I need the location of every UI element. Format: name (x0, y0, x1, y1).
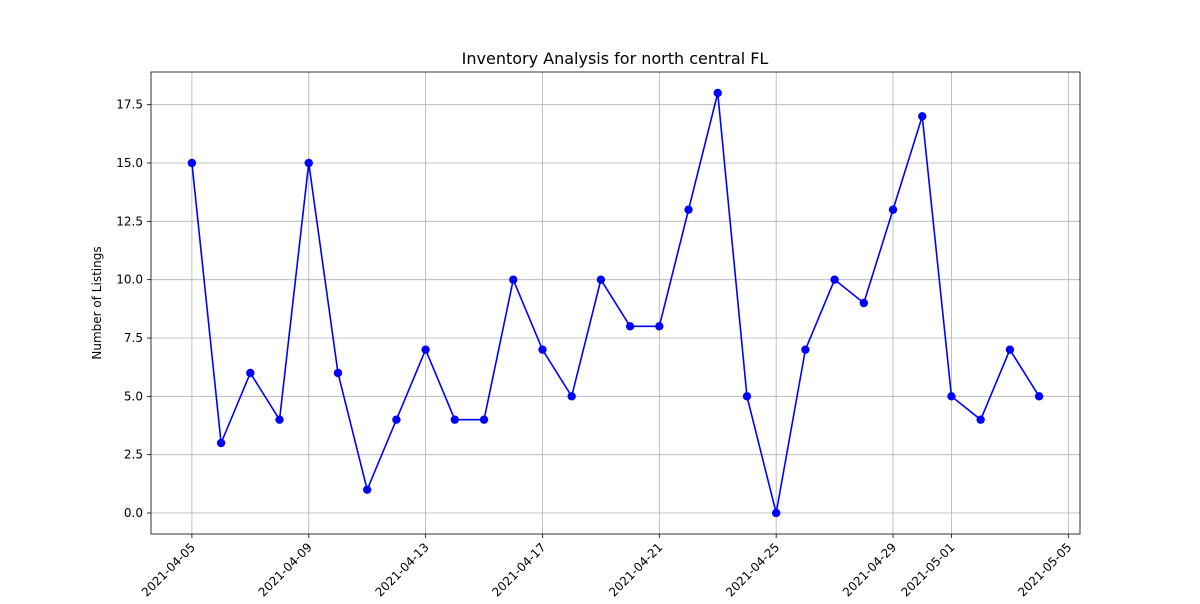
data-point (859, 298, 869, 308)
data-point (771, 508, 781, 518)
x-tick-label: 2021-04-29 (840, 540, 899, 599)
data-point (275, 415, 284, 424)
x-tick-label: 2021-05-05 (1015, 540, 1074, 599)
x-tick-label: 2021-04-13 (373, 540, 432, 599)
y-tick-label: 2.5 (124, 448, 143, 462)
data-point (333, 368, 343, 378)
x-tick-label: 2021-05-01 (898, 540, 957, 599)
y-axis-label: Number of Listings (90, 246, 104, 359)
grid (151, 72, 1080, 534)
data-point (655, 322, 664, 331)
series-line (191, 92, 1040, 514)
y-tick-label: 5.0 (124, 389, 143, 403)
chart-title: Inventory Analysis for north central FL (462, 49, 769, 68)
data-point (1034, 392, 1044, 401)
data-point (538, 345, 547, 354)
data-point (713, 88, 722, 98)
data-point (216, 438, 226, 448)
data-point (888, 205, 898, 214)
data-point (976, 415, 985, 424)
y-tick-label: 10.0 (116, 273, 143, 287)
x-tick-label: 2021-04-21 (606, 540, 665, 599)
axes: 0.0 2.5 5.0 7.5 10.0 12.5 15.0 17.5 2021-04-05 20… (116, 71, 1081, 599)
data-point (596, 275, 606, 284)
x-tick-label: 2021-04-25 (723, 540, 782, 599)
data-point (421, 345, 430, 354)
y-tick-label: 12.5 (116, 214, 143, 228)
y-tick-label: 17.5 (116, 98, 143, 112)
data-point (918, 112, 927, 121)
data-point (742, 392, 752, 401)
data-point (1005, 345, 1015, 354)
data-point (246, 368, 255, 378)
data-point (801, 345, 810, 354)
data-point (479, 415, 489, 424)
series (187, 88, 1044, 518)
data-point (830, 275, 839, 284)
data-point (684, 205, 693, 214)
data-point (625, 322, 635, 331)
data-point (947, 392, 956, 401)
x-tick-label: 2021-04-17 (489, 540, 548, 599)
y-tick-label: 7.5 (124, 331, 143, 345)
data-point (509, 275, 518, 284)
data-point (567, 392, 576, 401)
y-tick-label: 0.0 (124, 506, 143, 520)
x-tick-label: 2021-04-09 (256, 540, 315, 599)
data-point (392, 415, 401, 424)
plot-frame (150, 71, 1081, 535)
data-point (362, 485, 372, 494)
data-point (304, 158, 313, 168)
data-point (187, 158, 197, 168)
x-tick-label: 2021-04-05 (139, 540, 198, 599)
data-point (450, 415, 460, 424)
y-tick-label: 15.0 (116, 156, 143, 170)
